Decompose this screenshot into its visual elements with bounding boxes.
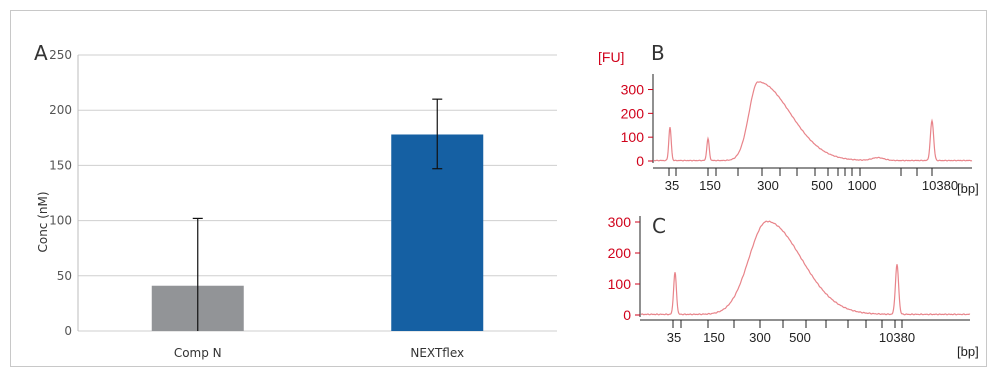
panel-b-x-unit-label: [bp] <box>957 181 979 196</box>
panel-a-y-axis-label: Conc (nM) <box>36 191 50 252</box>
panel-b-y-tick-label: 100 <box>621 129 645 145</box>
panel-c-x-tick-label: 150 <box>703 330 725 345</box>
panel-a-y-tick-label: 50 <box>57 269 72 283</box>
panel-b-y-ticks: 0 100 200 300 <box>621 82 653 169</box>
panel-c-x-unit-label: [bp] <box>957 344 979 359</box>
panel-b-x-tick-label: 1000 <box>848 178 877 193</box>
panel-b-axes <box>652 74 972 169</box>
panel-b-x-tick-label: 150 <box>699 178 721 193</box>
panel-a-letter: A <box>34 41 48 65</box>
panel-c-letter: C <box>652 214 666 238</box>
panel-a-y-tick-label: 0 <box>64 324 72 338</box>
panel-c-y-ticks: 0 100 200 300 <box>608 214 640 323</box>
panel-c-y-tick-label: 0 <box>623 307 631 323</box>
panel-c-x-tick-label: 500 <box>789 330 811 345</box>
panel-b-y-tick-label: 0 <box>636 153 644 169</box>
panel-c-x-ticks: 35 150 300 500 10380 <box>667 320 915 345</box>
panel-a-y-ticks: 0 50 100 150 200 250 <box>49 48 72 338</box>
panel-b-trace <box>653 81 973 162</box>
panel-b-electropherogram: B [FU] 0 100 200 300 35 150 300 500 1000 10380 [… <box>598 41 979 196</box>
panel-a-y-tick-label: 150 <box>49 158 72 172</box>
panel-a-y-tick-label: 100 <box>49 214 72 228</box>
panel-c-y-tick-label: 300 <box>608 214 632 230</box>
panel-b-y-unit-label: [FU] <box>598 49 624 65</box>
panel-c-electropherogram: C 0 100 200 300 35 150 300 500 10380 [bp] <box>608 214 979 359</box>
panel-b-x-tick-label: 300 <box>757 178 779 193</box>
panel-a-category-label: NEXTflex <box>410 346 464 360</box>
panel-b-y-tick-label: 200 <box>621 105 645 121</box>
panel-a-y-tick-label: 200 <box>49 103 72 117</box>
panel-c-x-tick-label: 300 <box>749 330 771 345</box>
panel-b-x-tick-label: 35 <box>665 178 679 193</box>
panel-a-y-tick-label: 250 <box>49 48 72 62</box>
panel-a-category-label: Comp N <box>174 346 222 360</box>
panel-c-x-tick-label: 10380 <box>879 330 915 345</box>
panel-a-error-bars <box>192 98 443 331</box>
panel-b-x-tick-label: 500 <box>811 178 833 193</box>
panel-a-bar-chart: A 0 50 100 150 200 250 Comp N NEXTflex Conc (n… <box>34 41 557 360</box>
panel-b-letter: B <box>651 41 665 65</box>
panel-a-category-labels: Comp N NEXTflex <box>174 346 464 360</box>
panel-b-y-tick-label: 300 <box>621 82 645 98</box>
panel-b-x-tick-label: 10380 <box>922 178 958 193</box>
panel-c-axes <box>639 216 970 321</box>
panel-c-y-tick-label: 200 <box>608 245 632 261</box>
panel-c-trace <box>640 220 971 316</box>
panel-b-x-ticks: 35 150 300 500 1000 10380 <box>665 168 958 193</box>
panel-c-y-tick-label: 100 <box>608 276 632 292</box>
panel-c-x-tick-label: 35 <box>667 330 681 345</box>
